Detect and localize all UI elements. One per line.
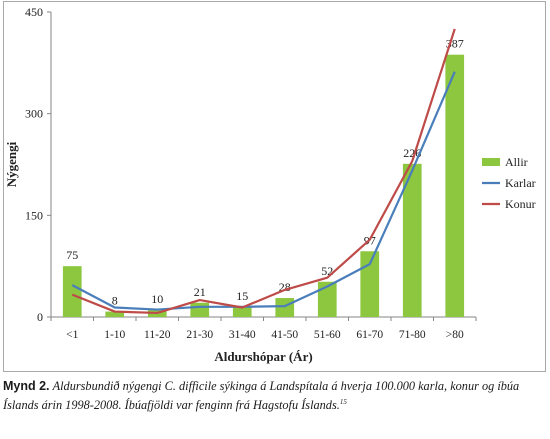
y-tick-label: 0 <box>37 310 43 324</box>
x-tick-label: 41-50 <box>271 329 298 341</box>
bar <box>62 266 82 317</box>
x-tick-label: 31-40 <box>229 329 256 341</box>
bar <box>190 302 210 317</box>
x-tick-label: 21-30 <box>186 329 213 341</box>
bar <box>360 251 380 317</box>
data-label: 52 <box>321 264 333 278</box>
bar <box>275 298 295 317</box>
data-label: 15 <box>236 289 248 303</box>
caption-label: Mynd 2. <box>3 379 50 393</box>
chart: 0 150 300 450 <1 1-10 11-20 21-30 31-40 41-50 51-6… <box>4 5 536 364</box>
y-tick-label: 450 <box>25 5 43 19</box>
bar <box>317 281 337 317</box>
x-tick-label: 71-80 <box>399 329 426 341</box>
y-tick-label: 150 <box>25 208 43 222</box>
bar <box>402 163 422 317</box>
caption-text: Aldursbundið nýgengi C. difficile sýking… <box>3 379 520 412</box>
x-tick-label: 11-20 <box>144 329 171 341</box>
caption-reference: 15 <box>339 397 347 406</box>
legend-label: Konur <box>505 197 536 211</box>
data-label: 8 <box>112 294 118 308</box>
legend-swatch <box>482 158 500 166</box>
series-line-konur <box>71 28 456 315</box>
bar <box>445 54 465 317</box>
x-axis-title: Aldurshópar (Ár) <box>214 349 312 364</box>
x-tick-label: <1 <box>66 329 78 341</box>
bar <box>105 311 125 317</box>
x-tick-label: 1-10 <box>104 329 125 341</box>
data-label: 75 <box>66 248 78 262</box>
legend-label: Karlar <box>505 176 536 190</box>
x-tick-label: 51-60 <box>314 329 341 341</box>
data-label: 21 <box>194 285 206 299</box>
legend-label: Allir <box>505 155 528 169</box>
bar <box>232 306 252 317</box>
data-label: 10 <box>151 292 163 306</box>
y-axis-title: Nýgengi <box>4 141 19 187</box>
figure-caption: Mynd 2. Aldursbundið nýgengi C. difficil… <box>3 379 543 413</box>
x-tick-label: >80 <box>446 329 464 341</box>
y-tick-label: 300 <box>25 107 43 121</box>
series-line-karlar <box>71 71 456 311</box>
x-tick-label: 61-70 <box>356 329 383 341</box>
